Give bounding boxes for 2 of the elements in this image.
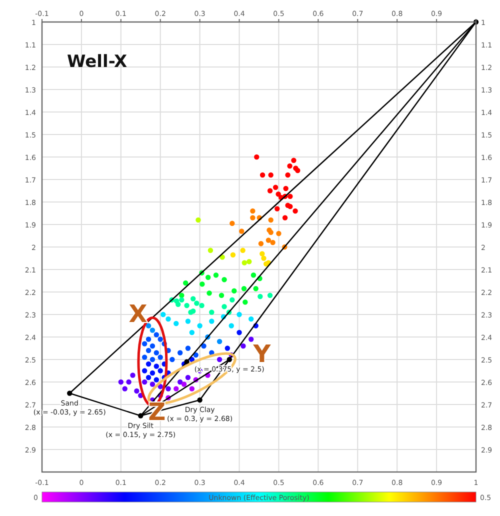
annotation: X <box>128 300 148 328</box>
annotation: Well-X <box>67 52 128 72</box>
